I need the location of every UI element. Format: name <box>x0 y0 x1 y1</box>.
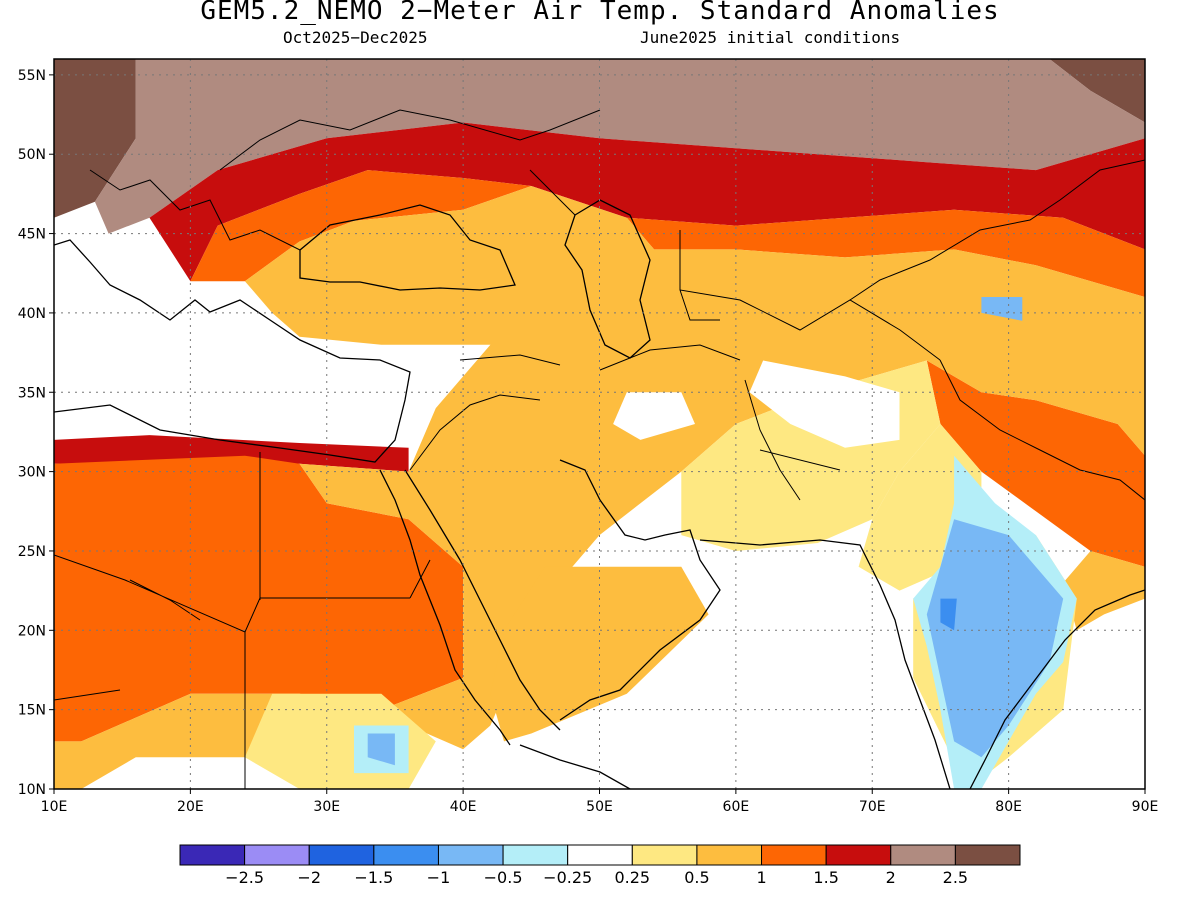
lon-tick-label: 30E <box>313 799 340 815</box>
lon-tick-label: 70E <box>859 799 886 815</box>
lat-tick-label: 20N <box>18 623 46 639</box>
colorbar-label: −2 <box>297 868 321 887</box>
anomaly-region-11 <box>926 360 1145 567</box>
coastlines-and-borders <box>54 109 1145 789</box>
colorbar-swatch <box>308 844 375 866</box>
anomaly-region-20 <box>613 392 695 440</box>
colorbar-swatch <box>373 844 439 866</box>
colorbar-label: −1.5 <box>354 868 393 887</box>
lat-tick-label: 45N <box>18 227 46 243</box>
africa-horn-coast <box>519 744 631 789</box>
bay-of-bengal-coast <box>969 589 1145 789</box>
colorbar: −2.5 −2 −1.5 −1 −0.5 −0.25 0.25 0.5 1 1.5 2 2.5 <box>179 844 1021 887</box>
borders <box>54 109 1145 789</box>
anomaly-region-23 <box>926 519 1064 758</box>
red-sea-coast <box>379 469 561 746</box>
mediterranean-coast <box>54 239 411 463</box>
lat-tick-label: 55N <box>18 68 46 84</box>
anomaly-region-2 <box>94 59 1145 234</box>
anomaly-region-8 <box>626 209 1145 297</box>
lon-tick-label: 40E <box>450 799 477 815</box>
colorbar-label: 1.5 <box>813 868 838 887</box>
anomaly-region-9 <box>54 455 464 742</box>
anomaly-region-24 <box>367 733 395 766</box>
colorbar-label: −1 <box>427 868 451 887</box>
axis-ticks: 10E 20E 30E 40E 50E 60E 70E 80E 90E 10N 15N 20N 25N 3… <box>18 68 1159 815</box>
colorbar-swatch <box>437 844 504 866</box>
lat-tick-label: 15N <box>18 703 46 719</box>
gulf-coast <box>559 459 721 721</box>
lat-tick-label: 10N <box>18 782 46 798</box>
colorbar-label: 1 <box>756 868 766 887</box>
colorbar-swatch <box>696 844 763 866</box>
forecast-period: Oct2025−Dec2025 <box>283 28 428 47</box>
colorbar-label: 2 <box>886 868 896 887</box>
lon-tick-label: 90E <box>1132 799 1159 815</box>
anomaly-region-1 <box>1049 59 1145 123</box>
colorbar-label: 0.5 <box>684 868 709 887</box>
colorbar-swatch <box>179 844 246 866</box>
lat-tick-label: 30N <box>18 465 46 481</box>
black-sea-coast <box>299 204 516 291</box>
colorbar-swatch <box>567 844 633 866</box>
anomaly-region-0 <box>54 59 136 218</box>
lat-tick-label: 35N <box>18 385 46 401</box>
anomaly-region-26 <box>981 297 1023 321</box>
anomaly-region-7 <box>190 170 532 282</box>
lon-tick-label: 10E <box>41 799 68 815</box>
colorbar-label: −0.25 <box>543 868 592 887</box>
caspian-sea-coast <box>564 199 651 359</box>
lat-tick-label: 40N <box>18 306 46 322</box>
colorbar-swatch <box>890 844 956 866</box>
lon-tick-label: 80E <box>995 799 1022 815</box>
colorbar-swatch <box>502 844 569 866</box>
lon-tick-label: 60E <box>723 799 750 815</box>
lon-tick-label: 20E <box>177 799 204 815</box>
colorbar-swatch <box>631 844 698 866</box>
anomaly-region-25 <box>940 598 957 631</box>
map-title: GEM5.2_NEMO 2−Meter Air Temp. Standard A… <box>200 0 1000 26</box>
anomaly-region-19 <box>749 360 900 448</box>
lon-tick-label: 50E <box>586 799 613 815</box>
colorbar-label: −0.5 <box>484 868 523 887</box>
colorbar-label: −2.5 <box>225 868 264 887</box>
lat-tick-label: 25N <box>18 544 46 560</box>
colorbar-swatch <box>954 844 1021 866</box>
colorbar-swatch <box>244 844 310 866</box>
gridlines <box>54 59 1145 789</box>
colorbar-label: 2.5 <box>943 868 968 887</box>
colorbar-label: 0.25 <box>614 868 650 887</box>
initial-conditions: June2025 initial conditions <box>640 28 901 47</box>
colorbar-swatch <box>761 844 827 866</box>
lat-tick-label: 50N <box>18 147 46 163</box>
anomaly-region-3 <box>149 122 1145 282</box>
anomaly-region-14 <box>1063 551 1145 631</box>
arabian-sea-coast <box>699 539 951 789</box>
colorbar-swatch <box>825 844 892 866</box>
